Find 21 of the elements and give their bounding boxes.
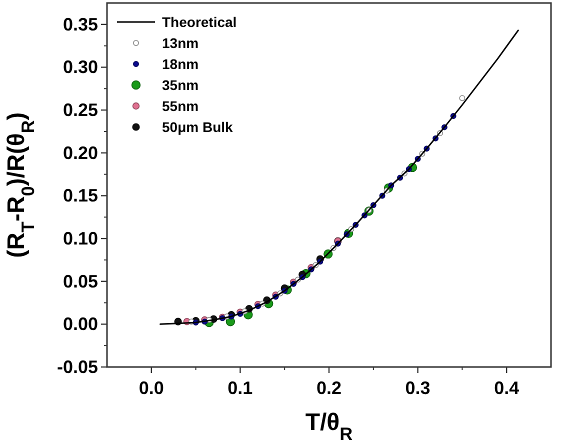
y-tick-label: 0.30 xyxy=(62,57,98,78)
y-tick-label: 0.35 xyxy=(62,14,98,34)
y-tick-label: 0.25 xyxy=(62,100,98,120)
x-tick-label: 0.4 xyxy=(494,378,520,398)
x-tick-label: 0.1 xyxy=(228,378,253,398)
y-tick-label: 0.20 xyxy=(62,142,98,163)
y-tick-label: 0.10 xyxy=(62,228,98,249)
y-tick-label: 0.00 xyxy=(62,314,98,334)
y-tick-label: 0.15 xyxy=(62,186,98,206)
x-tick-label: 0.0 xyxy=(138,378,164,398)
x-tick-label: 0.2 xyxy=(316,378,342,398)
y-tick-label: 0.05 xyxy=(62,271,98,292)
legend-label: 13nm xyxy=(162,35,199,51)
legend-label: 18nm xyxy=(162,56,199,72)
legend-label: Theoretical xyxy=(162,14,237,30)
legend-label: 35nm xyxy=(162,77,199,93)
y-tick-label: -0.05 xyxy=(56,357,98,377)
legend-label: 55nm xyxy=(162,98,199,114)
x-axis-title: T/θ$_{R}$ xyxy=(305,409,353,444)
x-tick-label: 0.3 xyxy=(405,378,430,398)
legend-label: 50μm Bulk xyxy=(162,119,234,135)
